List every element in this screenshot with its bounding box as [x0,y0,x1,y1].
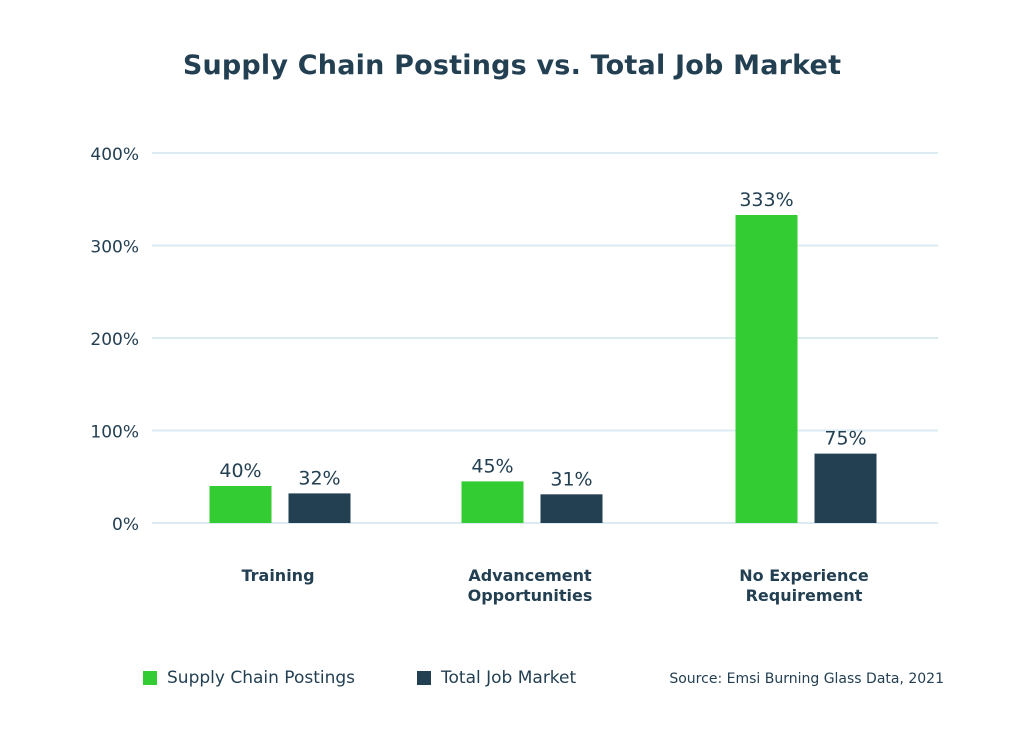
x-tick-label: Requirement [746,586,863,605]
legend-label-total-job-market: Total Job Market [441,668,577,688]
bar [735,214,798,523]
y-tick-label: 200% [90,330,139,350]
chart-title: Supply Chain Postings vs. Total Job Mark… [182,50,842,81]
data-label: 31% [550,468,592,490]
legend: Supply Chain Postings Total Job Market [143,668,638,688]
data-label: 45% [471,455,513,477]
data-label: 32% [298,467,340,489]
bar [814,453,877,523]
x-tick-label: No Experience [739,566,869,585]
bar [540,494,603,523]
x-tick-label: Training [241,566,314,585]
bar [209,486,272,523]
source-note: Source: Emsi Burning Glass Data, 2021 [669,671,944,687]
y-tick-label: 100% [90,423,139,443]
y-tick-label: 0% [112,515,139,535]
data-label: 40% [219,460,261,482]
y-tick-label: 400% [90,145,139,165]
legend-swatch-total-job-market [417,671,432,685]
x-tick-label: Opportunities [468,586,593,605]
bar [461,481,524,523]
legend-label-supply-chain: Supply Chain Postings [167,668,356,688]
data-label: 333% [739,189,793,211]
bar [288,493,351,523]
legend-item-supply-chain: Supply Chain Postings [143,668,355,688]
data-label: 75% [824,428,866,450]
legend-swatch-supply-chain [143,671,157,685]
y-tick-label: 300% [90,238,139,258]
legend-item-total-job-market: Total Job Market [417,668,576,688]
x-tick-label: Advancement [468,566,592,585]
